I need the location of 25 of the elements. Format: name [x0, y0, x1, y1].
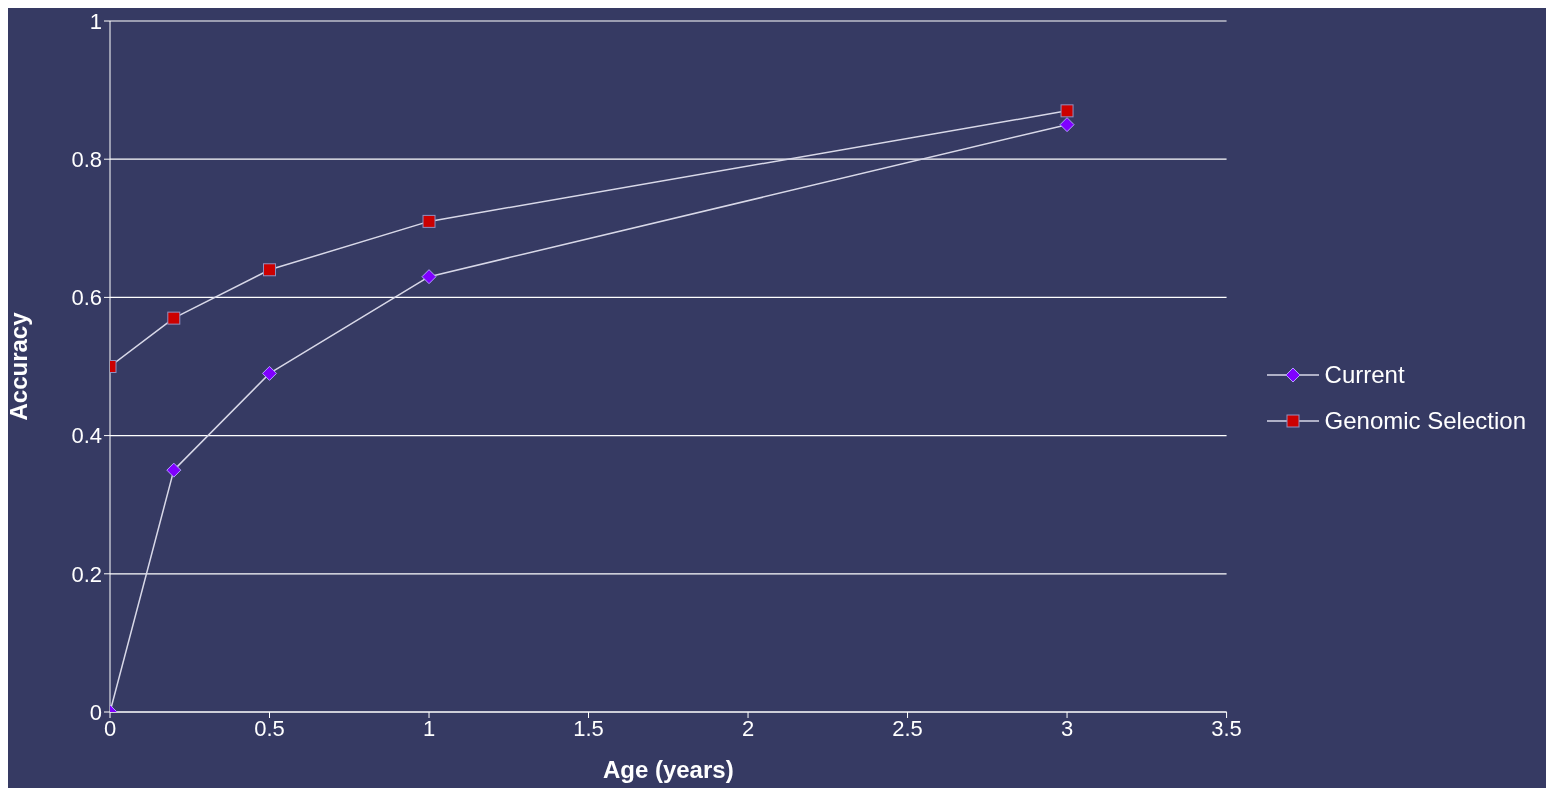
x-tick-label: 3 — [1060, 715, 1074, 741]
point — [421, 269, 437, 285]
point — [262, 365, 278, 381]
point — [167, 311, 181, 325]
x-tick-label: 1.5 — [573, 715, 604, 741]
y-tick-label: 0.6 — [71, 285, 102, 311]
legend-label: Genomic Selection — [1324, 407, 1526, 435]
x-tick-label: 2 — [741, 715, 755, 741]
y-tick-label: 1 — [89, 8, 102, 34]
x-tick-label: 3.5 — [1211, 715, 1242, 741]
x-tick-label: 2.5 — [892, 715, 923, 741]
x-axis-title: Age (years) — [602, 756, 734, 783]
x-tick-label: 1 — [422, 715, 436, 741]
point — [1060, 104, 1074, 118]
point — [263, 263, 277, 277]
y-tick-label: 0.8 — [71, 147, 102, 173]
point — [166, 462, 182, 478]
x-tick-label: 0.5 — [254, 715, 285, 741]
y-tick-label: 0 — [89, 699, 102, 725]
y-axis-title: Accuracy — [4, 311, 32, 421]
y-tick-label: 0.2 — [71, 561, 102, 587]
y-tick-label: 0.4 — [71, 423, 102, 449]
legend-label: Current — [1324, 361, 1405, 389]
point — [1059, 117, 1075, 133]
point — [422, 214, 436, 228]
